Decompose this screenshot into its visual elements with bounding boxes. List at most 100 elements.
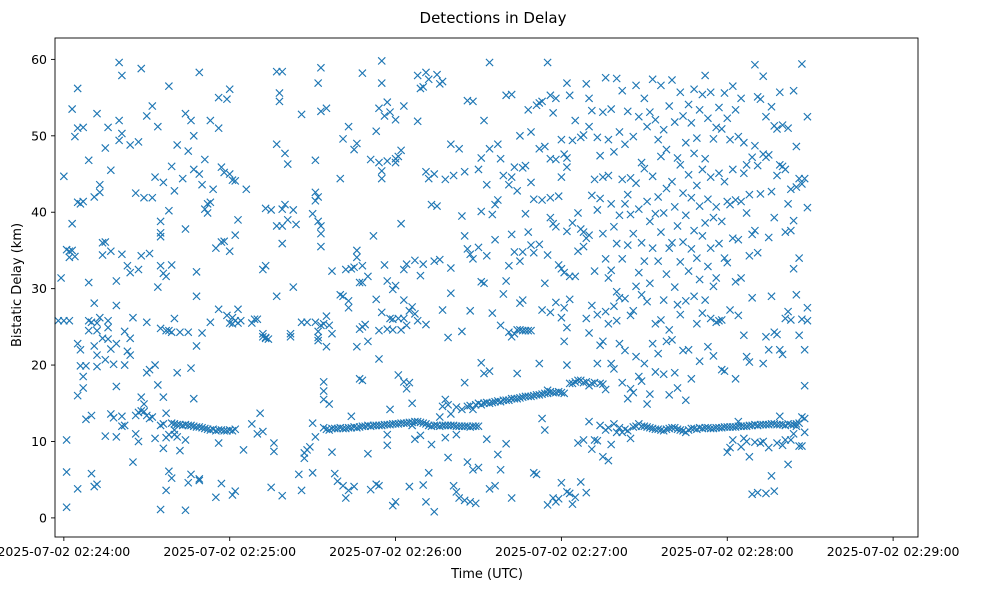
data-point [554, 192, 563, 201]
data-point [95, 180, 104, 189]
data-point [474, 243, 483, 252]
data-point [261, 261, 270, 270]
data-point [637, 238, 646, 247]
data-point [438, 306, 447, 315]
data-point [62, 503, 71, 512]
data-point [449, 171, 458, 180]
data-point [742, 437, 751, 446]
data-point [546, 91, 555, 100]
data-point [377, 174, 386, 183]
data-point [189, 165, 198, 174]
data-point [551, 155, 560, 164]
data-point [507, 494, 516, 503]
data-point [73, 84, 82, 93]
data-point [684, 267, 693, 276]
data-point [419, 419, 428, 428]
data-point [405, 306, 414, 315]
data-point [339, 134, 348, 143]
data-point [480, 369, 489, 378]
data-point [571, 493, 580, 502]
data-point [728, 165, 737, 174]
data-point [665, 102, 674, 111]
data-point [726, 200, 735, 209]
data-point [258, 427, 267, 436]
data-point [714, 169, 723, 178]
data-point [358, 376, 367, 385]
data-point [535, 240, 544, 249]
data-point [173, 368, 182, 377]
data-point [593, 359, 602, 368]
data-point [502, 439, 511, 448]
data-point [560, 303, 569, 312]
data-point [546, 308, 555, 317]
data-point [159, 393, 168, 402]
data-point [408, 421, 417, 430]
data-point [267, 483, 276, 492]
data-point [560, 389, 569, 398]
data-point [720, 89, 729, 98]
data-point [410, 256, 419, 265]
data-point [316, 63, 325, 72]
data-point [703, 195, 712, 204]
data-point [637, 158, 646, 167]
data-point [421, 320, 430, 329]
data-point [391, 497, 400, 506]
data-point [673, 300, 682, 309]
data-point [612, 74, 621, 83]
data-point [582, 314, 591, 323]
data-point [684, 100, 693, 109]
data-point [167, 474, 176, 483]
data-point [720, 367, 729, 376]
data-point [526, 241, 536, 250]
data-point [319, 377, 328, 386]
data-point [181, 225, 190, 234]
data-point [632, 179, 641, 188]
data-point [441, 433, 450, 442]
data-point [726, 443, 735, 452]
data-point [690, 149, 699, 158]
data-point [95, 313, 104, 322]
data-point [377, 166, 386, 175]
data-point [399, 296, 408, 305]
data-point [280, 149, 289, 158]
data-point [670, 368, 679, 377]
data-point [98, 238, 107, 247]
data-point [692, 181, 701, 190]
data-point [803, 112, 812, 121]
data-point [598, 173, 607, 182]
data-point [643, 122, 652, 131]
data-point [510, 247, 519, 256]
data-point [112, 382, 121, 391]
data-point [316, 221, 325, 230]
data-point [402, 260, 411, 269]
data-point [803, 203, 812, 212]
data-point [792, 419, 801, 428]
data-point [358, 261, 367, 270]
data-point [156, 228, 165, 237]
data-point [159, 444, 168, 453]
data-point [659, 125, 668, 134]
data-point [629, 422, 638, 431]
data-point [460, 167, 469, 176]
data-point [84, 156, 93, 165]
data-point [104, 323, 113, 332]
data-point [632, 282, 641, 291]
data-point [767, 471, 776, 480]
data-point [623, 107, 632, 116]
data-point [391, 281, 400, 290]
data-point [499, 171, 508, 180]
data-point [333, 477, 342, 486]
data-point [311, 188, 320, 197]
data-point [173, 140, 182, 149]
data-point [745, 251, 754, 260]
data-point [90, 192, 99, 201]
data-point [651, 319, 660, 328]
data-point [604, 319, 613, 328]
data-point [76, 345, 85, 354]
data-point [352, 253, 361, 262]
data-point [667, 238, 676, 247]
data-point [316, 107, 325, 116]
data-point [720, 254, 729, 263]
data-point [645, 217, 654, 226]
data-point [701, 154, 710, 163]
